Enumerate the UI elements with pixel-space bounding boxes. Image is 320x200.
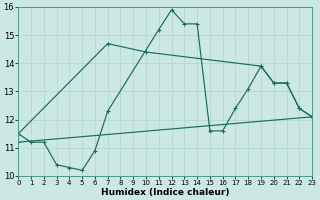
X-axis label: Humidex (Indice chaleur): Humidex (Indice chaleur) [101,188,229,197]
